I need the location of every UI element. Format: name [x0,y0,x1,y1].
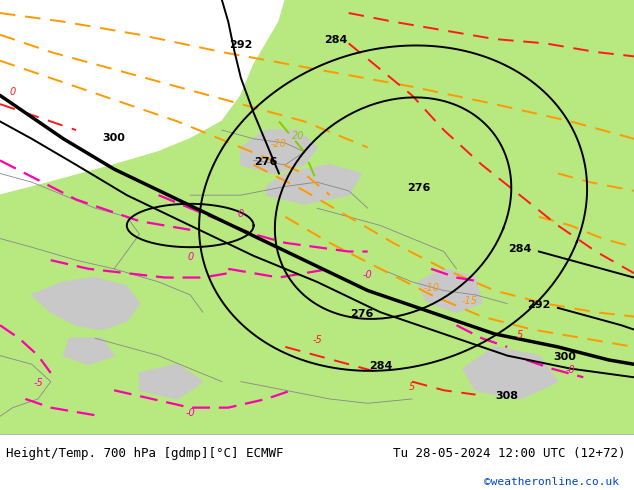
Polygon shape [139,364,203,399]
Text: 5: 5 [517,330,523,340]
Polygon shape [463,347,558,399]
Text: ©weatheronline.co.uk: ©weatheronline.co.uk [484,477,619,487]
Text: -0: -0 [185,408,195,418]
Text: 300: 300 [103,133,126,143]
Text: 284: 284 [369,361,392,370]
Text: Tu 28-05-2024 12:00 UTC (12+72): Tu 28-05-2024 12:00 UTC (12+72) [393,447,626,460]
Text: -0: -0 [363,270,373,279]
Polygon shape [32,277,139,330]
Text: 284: 284 [325,35,347,46]
Text: -5: -5 [312,335,322,344]
Text: -5: -5 [33,378,43,388]
Text: 292: 292 [230,40,252,49]
Text: 276: 276 [350,309,373,318]
Text: -20: -20 [271,140,287,149]
Text: Height/Temp. 700 hPa [gdmp][°C] ECMWF: Height/Temp. 700 hPa [gdmp][°C] ECMWF [6,447,284,460]
Text: 276: 276 [255,157,278,167]
Text: -10: -10 [423,283,439,293]
Text: 292: 292 [527,300,550,310]
Text: 284: 284 [508,244,531,253]
Polygon shape [63,338,114,364]
Polygon shape [0,0,634,434]
Polygon shape [418,269,482,312]
Polygon shape [266,165,361,204]
Text: 5: 5 [409,382,415,392]
Text: 20: 20 [292,131,304,141]
Text: 0: 0 [187,252,193,262]
Text: 308: 308 [496,391,519,401]
Text: 300: 300 [553,352,576,362]
Text: 0: 0 [238,209,244,219]
Text: -15: -15 [461,295,477,306]
Text: 276: 276 [407,183,430,193]
Polygon shape [241,130,317,173]
Text: 0: 0 [10,87,16,98]
Text: -0: -0 [566,365,576,375]
